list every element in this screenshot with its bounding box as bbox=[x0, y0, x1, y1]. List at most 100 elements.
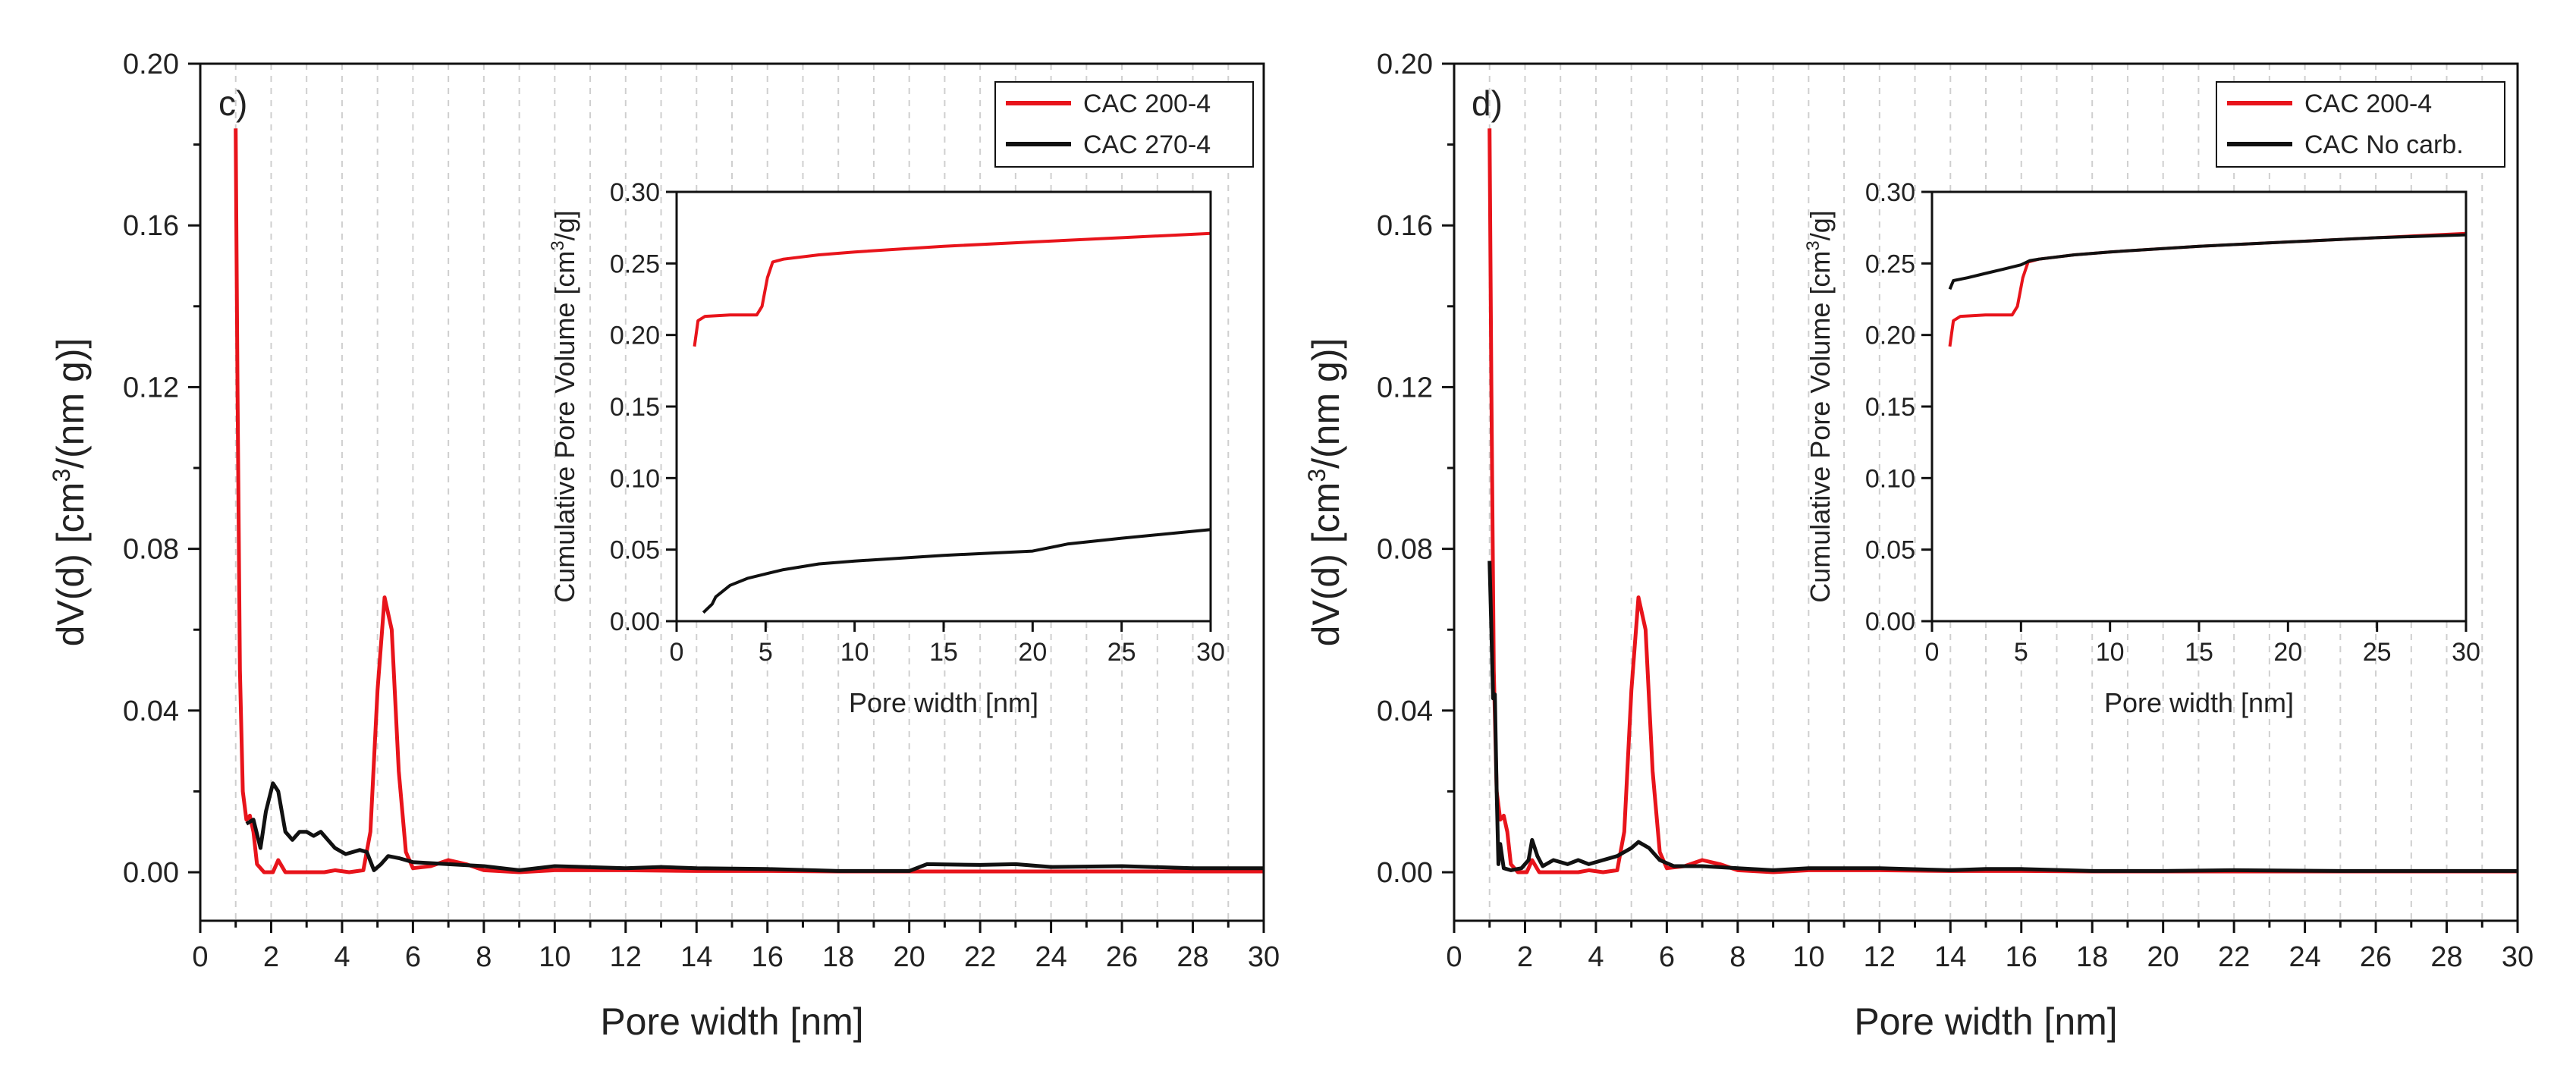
y-tick-label: 0.00 bbox=[123, 857, 179, 889]
legend-label: CAC 270-4 bbox=[1083, 130, 1211, 159]
inset-y-tick-label: 0.30 bbox=[1865, 178, 1915, 207]
x-tick-label: 24 bbox=[2289, 941, 2320, 973]
x-tick-label: 22 bbox=[2218, 941, 2250, 973]
y-axis-title-part: /(nm g)] bbox=[49, 338, 92, 469]
x-tick-label: 26 bbox=[2360, 941, 2392, 973]
inset-series-line-cac-200-4 bbox=[693, 231, 1211, 347]
inset-y-axis-title-part: /g] bbox=[1805, 210, 1836, 240]
inset-x-tick-label: 10 bbox=[2096, 638, 2125, 667]
y-tick-label: 0.12 bbox=[123, 372, 179, 403]
panel-label: d) bbox=[1472, 83, 1503, 123]
y-tick-label: 0.20 bbox=[1377, 49, 1433, 80]
inset-x-tick-label: 0 bbox=[1925, 638, 1940, 667]
legend-box bbox=[994, 81, 1254, 168]
inset-y-axis-title: Cumulative Pore Volume [cm3/g] bbox=[548, 210, 580, 603]
x-tick-label: 22 bbox=[964, 941, 996, 973]
inset-y-axis-title-part: Cumulative Pore Volume [cm bbox=[549, 251, 580, 603]
series-line-cac-200-4 bbox=[234, 128, 1264, 874]
inset-y-tick-label: 0.05 bbox=[1865, 536, 1915, 565]
x-tick-label: 12 bbox=[1864, 941, 1896, 973]
x-tick-label: 12 bbox=[610, 941, 642, 973]
inset-x-tick-label: 20 bbox=[2273, 638, 2302, 667]
inset-x-tick-label: 25 bbox=[2363, 638, 2392, 667]
y-tick-label: 0.16 bbox=[1377, 210, 1433, 242]
inset-y-axis-title: Cumulative Pore Volume [cm3/g] bbox=[1803, 210, 1836, 603]
x-tick-label: 2 bbox=[1517, 941, 1533, 973]
inset-x-tick-label: 0 bbox=[670, 638, 684, 667]
x-tick-label: 24 bbox=[1035, 941, 1067, 973]
legend-label: CAC 200-4 bbox=[2304, 89, 2432, 118]
inset-x-tick-label: 30 bbox=[1196, 638, 1225, 667]
inset-x-tick-label: 20 bbox=[1018, 638, 1047, 667]
x-tick-label: 10 bbox=[539, 941, 570, 973]
x-tick-label: 0 bbox=[1446, 941, 1462, 973]
y-axis-title-part: dV(d) [cm bbox=[49, 482, 92, 647]
x-tick-label: 20 bbox=[2147, 941, 2179, 973]
x-tick-label: 30 bbox=[2502, 941, 2534, 973]
inset-x-axis-title: Pore width [nm] bbox=[849, 687, 1038, 718]
x-tick-label: 16 bbox=[2006, 941, 2037, 973]
inset-x-tick-label: 10 bbox=[840, 638, 869, 667]
inset-series-line-cac-no-carb- bbox=[1948, 233, 2467, 290]
legend-label: CAC No carb. bbox=[2304, 130, 2464, 159]
x-tick-label: 4 bbox=[1588, 941, 1604, 973]
x-tick-label: 14 bbox=[1934, 941, 1966, 973]
inset-y-tick-label: 0.20 bbox=[610, 322, 660, 350]
y-axis-title-part: /(nm g)] bbox=[1305, 338, 1347, 469]
x-tick-label: 18 bbox=[822, 941, 854, 973]
x-tick-label: 26 bbox=[1106, 941, 1138, 973]
inset-y-tick-label: 0.30 bbox=[610, 178, 660, 207]
inset-y-tick-label: 0.05 bbox=[610, 536, 660, 565]
panel-label: c) bbox=[218, 83, 247, 123]
x-tick-label: 2 bbox=[263, 941, 279, 973]
y-axis-title: dV(d) [cm3/(nm g)] bbox=[1303, 338, 1347, 647]
y-tick-label: 0.04 bbox=[1377, 695, 1433, 727]
inset-y-tick-label: 0.20 bbox=[1865, 322, 1915, 350]
y-axis-title-superscript: 3 bbox=[48, 469, 75, 482]
x-tick-label: 30 bbox=[1248, 941, 1280, 973]
inset-x-tick-label: 5 bbox=[759, 638, 773, 667]
x-tick-label: 10 bbox=[1792, 941, 1824, 973]
x-tick-label: 14 bbox=[680, 941, 712, 973]
inset-x-tick-label: 5 bbox=[2014, 638, 2028, 667]
inset-series-line-cac-270-4 bbox=[702, 528, 1211, 614]
y-tick-label: 0.08 bbox=[1377, 534, 1433, 566]
inset-y-tick-label: 0.15 bbox=[1865, 393, 1915, 422]
x-tick-label: 8 bbox=[1729, 941, 1745, 973]
x-tick-label: 6 bbox=[405, 941, 421, 973]
y-axis-title-part: dV(d) [cm bbox=[1305, 482, 1347, 647]
inset-x-tick-label: 15 bbox=[929, 638, 958, 667]
inset-y-tick-label: 0.10 bbox=[610, 464, 660, 493]
x-tick-label: 28 bbox=[2430, 941, 2462, 973]
x-tick-label: 0 bbox=[192, 941, 208, 973]
inset-x-tick-label: 30 bbox=[2452, 638, 2480, 667]
x-tick-label: 18 bbox=[2076, 941, 2108, 973]
x-tick-label: 6 bbox=[1659, 941, 1675, 973]
x-tick-label: 20 bbox=[894, 941, 925, 973]
legend-label: CAC 200-4 bbox=[1083, 89, 1211, 118]
x-tick-label: 8 bbox=[476, 941, 492, 973]
y-axis-title-superscript: 3 bbox=[1303, 469, 1330, 482]
y-tick-label: 0.04 bbox=[123, 695, 179, 727]
y-tick-label: 0.12 bbox=[1377, 372, 1433, 403]
inset-y-tick-label: 0.00 bbox=[1865, 608, 1915, 636]
panel-c-chart: 0 2 4 6 8 10 12 14 16 18 20 22 24 26 28 300.000.040.080… bbox=[48, 49, 1280, 1043]
inset-x-axis-title: Pore width [nm] bbox=[2104, 687, 2294, 718]
series-line-cac-no-carb- bbox=[1487, 560, 2518, 873]
inset-y-tick-label: 0.10 bbox=[1865, 464, 1915, 493]
inset-background bbox=[1932, 192, 2466, 621]
y-axis-title: dV(d) [cm3/(nm g)] bbox=[48, 338, 92, 647]
inset-y-tick-label: 0.25 bbox=[610, 250, 660, 278]
inset-background bbox=[677, 192, 1211, 621]
inset-y-tick-label: 0.25 bbox=[1865, 250, 1915, 278]
series-line-cac-270-4 bbox=[245, 781, 1264, 873]
inset-y-axis-title-superscript: 3 bbox=[548, 240, 568, 250]
x-axis-title: Pore width [nm] bbox=[600, 1000, 863, 1043]
inset-y-tick-label: 0.00 bbox=[610, 608, 660, 636]
inset-y-tick-label: 0.15 bbox=[610, 393, 660, 422]
y-tick-label: 0.16 bbox=[123, 210, 179, 242]
inset-x-tick-label: 25 bbox=[1107, 638, 1136, 667]
x-axis-title: Pore width [nm] bbox=[1854, 1000, 2117, 1043]
x-tick-label: 28 bbox=[1176, 941, 1208, 973]
